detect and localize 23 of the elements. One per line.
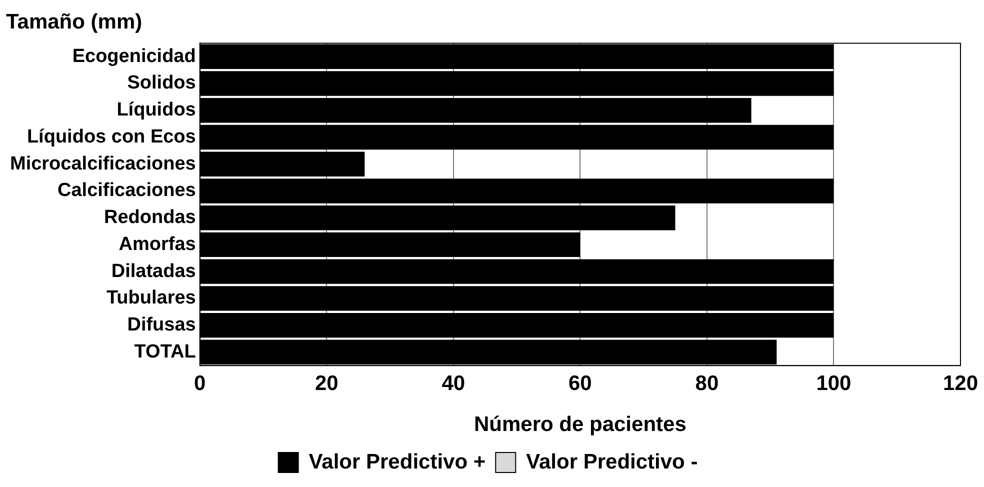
- x-tick-label: 120: [942, 372, 978, 395]
- y-tick-label: Amorfas: [118, 234, 196, 255]
- y-tick-label: Líquidos: [116, 100, 196, 121]
- x-tick-label: 20: [314, 372, 338, 395]
- y-tick-label: Tubulares: [106, 288, 196, 309]
- x-tick-label: 100: [816, 372, 852, 395]
- y-tick-label: Dilatadas: [111, 260, 196, 282]
- y-tick-label: TOTAL: [134, 341, 196, 362]
- y-tick-label: Calcificaciones: [58, 180, 196, 202]
- y-tick-label: Ecogenicidad: [72, 46, 196, 67]
- y-tick-label: Líquidos con Ecos: [26, 126, 196, 148]
- y-tick-label: Redondas: [104, 207, 196, 228]
- legend-label: Valor Predictivo +: [308, 450, 486, 474]
- x-tick-label: 40: [442, 372, 466, 395]
- x-axis-title: Número de pacientes: [474, 413, 686, 436]
- x-tick-label: 60: [568, 372, 592, 395]
- x-tick-label: 80: [695, 372, 719, 395]
- y-tick-label: Microcalcificaciones: [10, 153, 196, 174]
- y-tick-label: Difusas: [127, 314, 196, 336]
- y-tick-label: Solidos: [127, 72, 196, 94]
- chart-title: Tamaño (mm): [6, 10, 142, 34]
- x-tick-label: 0: [194, 372, 206, 395]
- legend-label: Valor Predictivo -: [526, 450, 698, 474]
